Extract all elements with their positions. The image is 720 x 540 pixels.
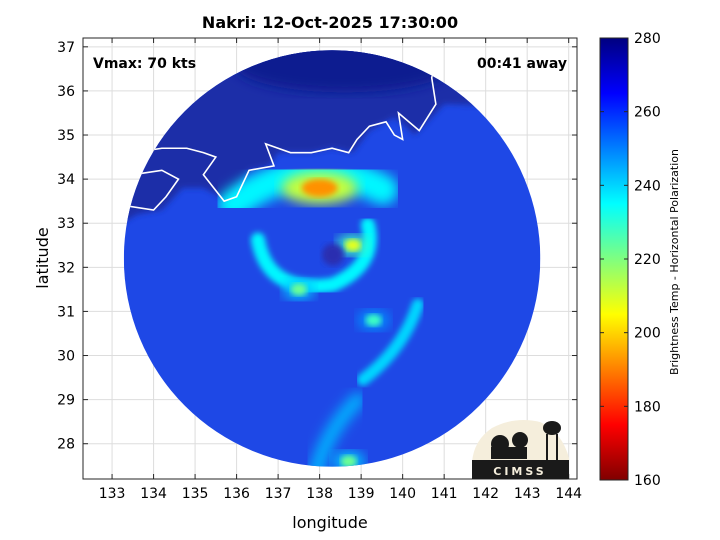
x-tick-label: 133 — [99, 486, 126, 502]
x-tick-label: 138 — [306, 486, 333, 502]
x-tick-label: 135 — [182, 486, 209, 502]
colorbar-tick-label: 200 — [634, 326, 661, 342]
chart-title: Nakri: 12-Oct-2025 17:30:00 — [202, 13, 458, 32]
x-axis-label: longitude — [292, 513, 367, 532]
convection-cell — [290, 283, 307, 296]
rainband-tail — [305, 392, 365, 467]
eyewall-band — [250, 217, 377, 294]
x-tick-label: 139 — [348, 486, 375, 502]
x-tick-label: 142 — [472, 486, 499, 502]
y-tick-label: 34 — [57, 172, 75, 188]
colorbar-label: Brightness Temp - Horizontal Polarizatio… — [668, 149, 681, 375]
x-tick-label: 136 — [223, 486, 250, 502]
x-tick-label: 144 — [555, 486, 582, 502]
colorbar-tick-label: 240 — [634, 178, 661, 194]
colorbar-tick-label: 220 — [634, 252, 661, 268]
y-tick-label: 37 — [57, 40, 75, 56]
x-tick-label: 134 — [140, 486, 167, 502]
convection-cell — [301, 178, 338, 197]
y-tick-label: 33 — [57, 216, 75, 232]
vmax-label: Vmax: 70 kts — [93, 56, 196, 72]
cimss-logo: CIMSS — [472, 420, 569, 479]
colorbar-tick-label: 280 — [634, 31, 661, 47]
y-tick-label: 32 — [57, 260, 75, 276]
colorbar-ticks: 160 180 200 220 240 260 280 — [600, 31, 661, 489]
x-tick-label: 141 — [431, 486, 458, 502]
convection-cell — [340, 455, 357, 467]
time-away-label: 00:41 away — [477, 56, 567, 72]
x-tick-label: 143 — [514, 486, 541, 502]
logo-text: CIMSS — [493, 465, 546, 478]
coastline-honshu — [123, 50, 445, 203]
x-tick-label: 140 — [389, 486, 416, 502]
rainband-south — [356, 298, 424, 386]
y-axis-label: latitude — [33, 227, 52, 288]
colorbar-tick-label: 160 — [634, 473, 661, 489]
y-tick-label: 28 — [57, 437, 75, 453]
colorbar-tick-label: 180 — [634, 399, 661, 415]
y-tick-label: 36 — [57, 84, 75, 100]
y-tick-label: 35 — [57, 128, 75, 144]
plot-frame — [82, 37, 578, 480]
x-tick-label: 137 — [265, 486, 292, 502]
convection-cell — [365, 314, 382, 327]
y-tick-label: 29 — [57, 393, 75, 409]
convection-cell — [344, 239, 361, 252]
colorbar — [599, 37, 629, 481]
axis-ticks: 133 134 135 136 137 138 139 140 141 142 143 144 28 29… — [57, 38, 582, 502]
storm-features — [217, 157, 424, 467]
y-tick-label: 30 — [57, 349, 75, 365]
colorbar-tick-label: 260 — [634, 105, 661, 121]
coastline-shikoku — [123, 169, 180, 234]
storm-eye — [321, 243, 344, 266]
y-tick-label: 31 — [57, 304, 75, 320]
